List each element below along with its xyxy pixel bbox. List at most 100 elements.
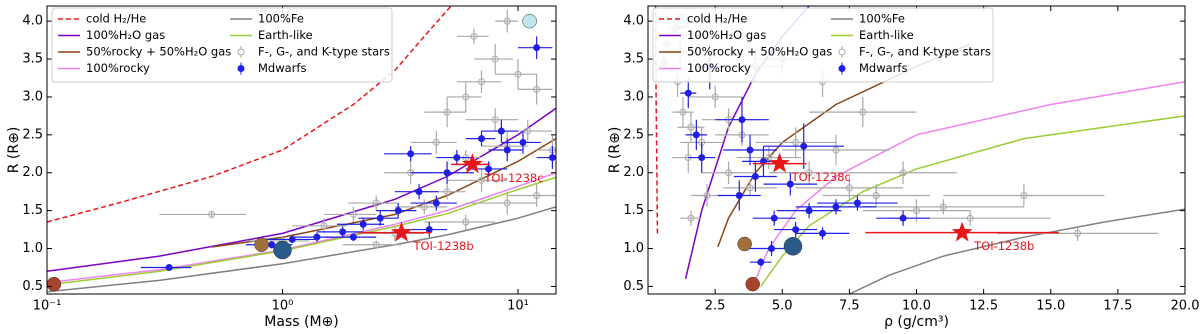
data-point [711,93,719,101]
legend-label: 100%H₂O gas [687,28,766,42]
data-point [349,233,357,241]
x-tick-label: 2.5 [705,299,726,314]
legend-label: cold H₂/He [687,12,747,26]
data-point [832,146,840,154]
model-curve [849,208,1185,294]
data-point [872,191,880,199]
data-point [899,214,907,222]
data-point [485,165,493,173]
data-point [687,123,695,131]
data-point [1074,229,1082,237]
axes-frame [46,5,557,295]
y-tick-label: 4.0 [22,14,43,29]
data-point [800,142,808,150]
data-point [415,188,423,196]
data-point [533,44,541,52]
data-point [757,258,765,266]
planet [783,237,803,256]
planet [745,276,760,292]
plot-area [654,6,1185,294]
x-axis-label: Mass (M⊕) [264,314,338,330]
data-point [478,78,486,86]
model-curve [211,137,556,248]
data-point [165,263,173,271]
data-point [751,173,759,181]
data-point [684,89,692,97]
legend-box [51,7,393,83]
x-tick-label: 5.0 [772,299,793,314]
data-point [770,214,778,222]
legend-label: 50%rocky + 50%H₂O gas [687,45,832,59]
legend-label: 100%rocky [86,61,150,75]
planet [522,13,537,29]
model-curve [654,6,659,234]
data-point [1020,191,1028,199]
y-tick-label: 1.5 [22,203,43,218]
data-point [462,93,470,101]
x-tick-label: 10¹ [507,299,529,314]
data-point [462,218,470,226]
data-point [746,146,754,154]
data-point [503,17,511,25]
data-point [805,169,813,177]
x-tick-label: 17.5 [1103,299,1132,314]
x-tick-label: 10.0 [902,299,931,314]
toi-star [461,153,483,174]
data-point [420,203,428,211]
legend-label: F-, G-, and K-type stars [859,45,991,59]
plot-area [47,6,556,293]
toi-star [769,152,790,173]
toi-label: TOI-1238b [973,239,1034,253]
data-point [913,207,920,215]
data-point [786,180,794,188]
data-point [853,199,861,207]
data-point [349,210,357,218]
legend-swatch [838,48,846,56]
model-curve [47,171,556,284]
x-axis-label: ρ (g/cm³) [884,314,949,330]
x-tick-label: 15.0 [1036,299,1065,314]
legend-label: Earth-like [859,28,914,42]
data-point [470,32,478,40]
y-axis-label: R (R⊕) [607,127,623,174]
planet [254,237,269,252]
y-tick-label: 3.0 [623,89,644,104]
data-point [725,169,733,177]
y-tick-label: 3.0 [22,89,43,104]
y-tick-label: 0.5 [22,279,43,294]
y-tick-label: 0.5 [623,279,644,294]
data-point [765,154,773,162]
data-point [478,135,486,143]
model-curve [47,107,556,273]
data-point [491,116,499,124]
legend-box [652,7,994,83]
toi-label: TOI-1238c [483,171,543,185]
data-point [313,233,321,241]
data-point [288,235,296,243]
legend-label: Mdwarfs [258,61,306,75]
data-point [443,108,451,116]
x-tick-label: 10⁻¹ [33,299,62,314]
y-tick-label: 1.0 [22,241,43,256]
planet [737,236,752,252]
x-tick-label: 10⁰ [272,299,294,314]
data-point [432,199,440,207]
legend-swatch [838,65,846,72]
x-tick-label: 7.5 [839,299,860,314]
data-point [966,214,974,222]
data-point [503,146,511,154]
data-point [320,222,328,230]
data-point [376,214,384,222]
data-point [453,154,461,162]
data-point [738,116,746,124]
data-point [703,191,711,199]
data-point [339,228,347,236]
y-tick-label: 1.5 [623,203,644,218]
data-point [491,55,499,63]
legend: cold H₂/He 100%H₂O gas 50%rocky + 50%H₂O g… [652,7,994,83]
legend-label: 100%Fe [258,12,304,26]
data-point [792,226,800,234]
data-point [746,184,754,192]
data-point [832,203,840,211]
